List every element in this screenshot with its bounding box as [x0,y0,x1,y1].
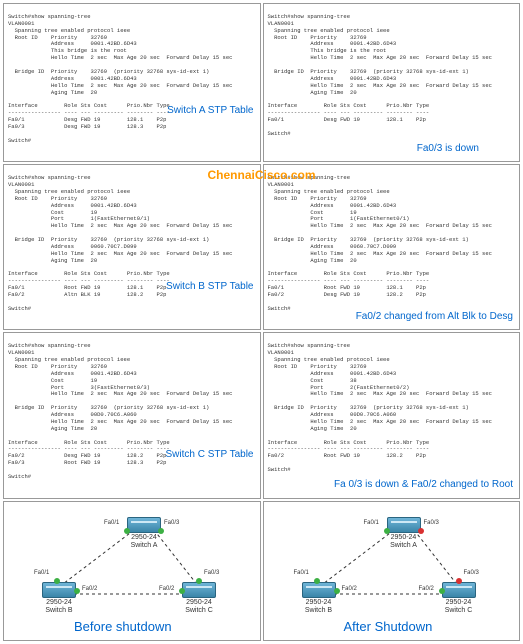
cli-line: Switch# [268,130,291,137]
switch-a-label: 2950-24Switch A [114,534,174,552]
cli-line: Fa0/3 Desg FWD 19 128.3 P2p [8,123,166,130]
port-label: Fa0/2 [82,586,97,594]
cli-line: Hello Time 2 sec Max Age 20 sec Forward … [8,222,232,229]
panel-switch-c-after: Switch#show spanning-tree VLAN0001 Spann… [263,332,521,498]
switch-c-icon [442,582,476,598]
cli-line: Hello Time 2 sec Max Age 20 sec Forward … [8,54,232,61]
switch-b-label: 2950-24Switch B [289,599,349,617]
cli-line: Aging Time 20 [268,425,357,432]
cli-line: Switch# [8,473,31,480]
port-status-down-icon [418,528,424,534]
switch-a-icon [387,517,421,533]
diagram-row: 2950-24Switch A 2950-24Switch B 2950-24S… [3,501,520,641]
port-label: Fa0/2 [159,586,174,594]
switch-b-icon [302,582,336,598]
cli-line: Aging Time 20 [8,257,97,264]
cli-line: Aging Time 20 [268,257,357,264]
port-status-up-icon [74,588,80,594]
port-status-up-icon [179,588,185,594]
port-label: Fa0/2 [419,586,434,594]
port-status-up-icon [314,578,320,584]
panel-switch-a-after: Switch#show spanning-tree VLAN0001 Spann… [263,3,521,162]
switch-a-icon [127,517,161,533]
cli-line: Hello Time 2 sec Max Age 20 sec Forward … [268,390,492,397]
cli-line: Hello Time 2 sec Max Age 20 sec Forward … [8,390,232,397]
panel-switch-c-before: Switch#show spanning-tree VLAN0001 Spann… [3,332,261,498]
switch-b-icon [42,582,76,598]
port-status-up-icon [196,578,202,584]
port-status-up-icon [54,578,60,584]
cli-line: Fa0/1 Desg FWD 19 128.1 P2p [268,116,426,123]
watermark-text: ChennaiCisco.com [207,168,315,183]
cli-line: Fa0/2 Root FWD 19 128.2 P2p [268,452,426,459]
diagram-after: 2950-24Switch A 2950-24Switch B 2950-24S… [263,501,521,641]
cli-line: Fa0/3 Root FWD 19 128.3 P2p [8,459,166,466]
port-label: Fa0/3 [424,520,439,528]
cli-line: Hello Time 2 sec Max Age 20 sec Forward … [268,222,492,229]
port-label: Fa0/1 [34,570,49,578]
port-label: Fa0/3 [204,570,219,578]
port-label: Fa0/3 [464,570,479,578]
port-label: Fa0/1 [294,570,309,578]
panel-switch-b-before: Switch#show spanning-tree VLAN0001 Spann… [3,164,261,330]
cli-line: Aging Time 20 [268,89,357,96]
port-label: Fa0/1 [104,520,119,528]
port-label: Fa0/1 [364,520,379,528]
cli-line: Switch# [268,305,291,312]
port-label: Fa0/3 [164,520,179,528]
layout-grid: Switch#show spanning-tree VLAN0001 Spann… [0,0,523,644]
panel-switch-b-after: Switch#show spanning-tree VLAN0001 Spann… [263,164,521,330]
panel-label: Fa0/3 is down [417,143,479,156]
panel-label: Fa0/2 changed from Alt Blk to Desg [356,311,513,324]
cli-line: Aging Time 20 [8,89,97,96]
port-status-up-icon [158,528,164,534]
diagram-caption: After Shutdown [344,619,433,635]
port-status-up-icon [439,588,445,594]
panel-switch-a-before: Switch#show spanning-tree VLAN0001 Spann… [3,3,261,162]
panel-label: Switch C STP Table [165,449,253,462]
cli-line: Fa0/2 Desg FWD 19 128.2 P2p [268,291,426,298]
switch-c-icon [182,582,216,598]
cli-line: Hello Time 2 sec Max Age 20 sec Forward … [268,54,492,61]
switch-c-label: 2950-24Switch C [429,599,489,617]
panel-label: Switch A STP Table [167,105,253,118]
diagram-caption: Before shutdown [74,619,172,635]
port-status-up-icon [384,528,390,534]
cli-line: Fa0/2 Altn BLK 19 128.2 P2p [8,291,166,298]
port-status-up-icon [124,528,130,534]
switch-a-label: 2950-24Switch A [374,534,434,552]
cli-line: Switch# [8,137,31,144]
cli-line: Aging Time 20 [8,425,97,432]
port-status-down-icon [456,578,462,584]
port-label: Fa0/2 [342,586,357,594]
panel-label: Fa 0/3 is down & Fa0/2 changed to Root [334,479,513,492]
switch-c-label: 2950-24Switch C [169,599,229,617]
switch-b-label: 2950-24Switch B [29,599,89,617]
cli-line: Switch# [268,466,291,473]
cli-line: Switch# [8,305,31,312]
diagram-before: 2950-24Switch A 2950-24Switch B 2950-24S… [3,501,261,641]
port-status-up-icon [334,588,340,594]
panel-label: Switch B STP Table [166,281,253,294]
